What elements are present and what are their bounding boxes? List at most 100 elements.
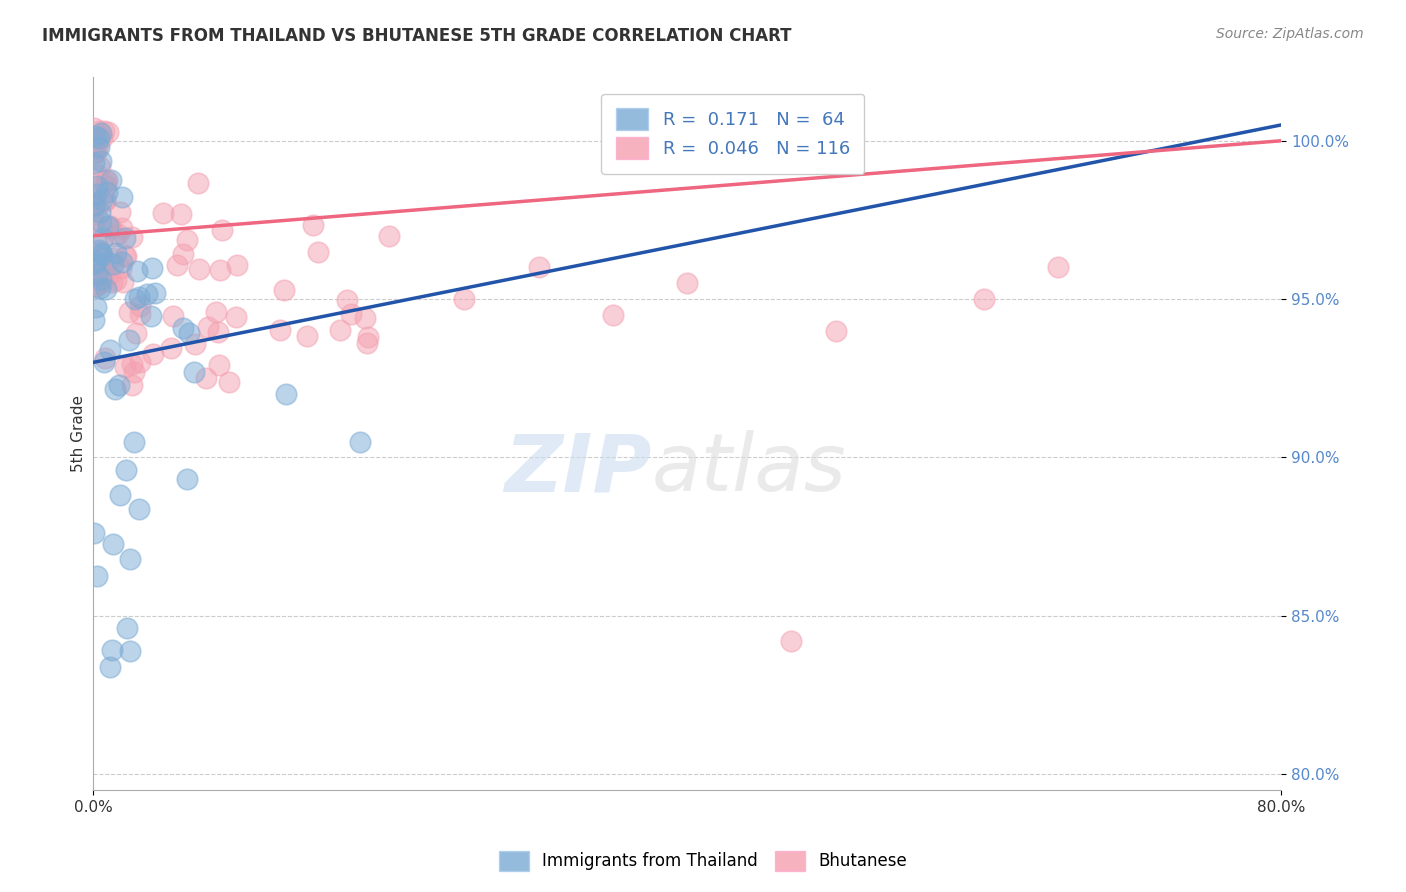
- Point: [84, 258, 107, 272]
- Point: [273, 283, 295, 297]
- Point: [135, 286, 157, 301]
- Point: [83, 216, 105, 230]
- Point: [90, 131, 112, 145]
- Point: [676, 277, 699, 291]
- Point: [125, 326, 148, 340]
- Point: [83, 156, 105, 170]
- Point: [91, 269, 114, 284]
- Point: [169, 207, 191, 221]
- Point: [307, 245, 329, 260]
- Point: [204, 305, 226, 319]
- Point: [357, 329, 380, 343]
- Point: [91, 231, 114, 245]
- Point: [86, 179, 108, 194]
- Point: [195, 371, 218, 385]
- Point: [108, 205, 131, 219]
- Point: [129, 307, 152, 321]
- Point: [114, 463, 136, 477]
- Point: [129, 300, 152, 314]
- Legend: R =  0.171   N =  64, R =  0.046   N = 116: R = 0.171 N = 64, R = 0.046 N = 116: [602, 94, 865, 174]
- Point: [83, 213, 105, 227]
- Point: [94, 351, 117, 366]
- Point: [84, 145, 107, 159]
- Point: [90, 246, 112, 260]
- Point: [83, 197, 105, 211]
- Point: [527, 260, 550, 275]
- Point: [187, 177, 209, 191]
- Point: [89, 204, 111, 219]
- Point: [336, 293, 359, 308]
- Point: [349, 434, 371, 449]
- Point: [152, 206, 174, 220]
- Point: [208, 358, 231, 372]
- Point: [90, 153, 112, 168]
- Point: [124, 292, 146, 306]
- Point: [100, 221, 122, 235]
- Point: [121, 377, 143, 392]
- Point: [211, 223, 233, 237]
- Y-axis label: 5th Grade: 5th Grade: [72, 395, 86, 472]
- Point: [108, 488, 131, 502]
- Point: [84, 254, 107, 268]
- Point: [329, 323, 352, 337]
- Point: [96, 178, 118, 193]
- Point: [172, 247, 194, 261]
- Point: [143, 285, 166, 300]
- Point: [115, 249, 138, 263]
- Point: [86, 267, 108, 281]
- Point: [118, 334, 141, 348]
- Point: [141, 260, 163, 275]
- Point: [184, 336, 207, 351]
- Point: [83, 312, 105, 326]
- Point: [172, 321, 194, 335]
- Point: [84, 273, 107, 287]
- Point: [973, 292, 995, 306]
- Point: [301, 218, 323, 232]
- Point: [118, 552, 141, 566]
- Point: [90, 245, 112, 260]
- Point: [87, 140, 110, 154]
- Point: [122, 434, 145, 449]
- Point: [114, 359, 136, 374]
- Point: [179, 326, 201, 340]
- Point: [111, 221, 134, 235]
- Point: [84, 300, 107, 314]
- Point: [98, 343, 121, 357]
- Point: [83, 195, 105, 210]
- Point: [100, 251, 122, 265]
- Point: [87, 124, 110, 138]
- Point: [101, 537, 124, 551]
- Point: [87, 266, 110, 280]
- Point: [86, 279, 108, 293]
- Point: [83, 257, 105, 271]
- Point: [118, 643, 141, 657]
- Point: [91, 268, 114, 283]
- Point: [91, 275, 114, 289]
- Point: [276, 387, 298, 401]
- Point: [356, 336, 378, 351]
- Point: [93, 355, 115, 369]
- Point: [121, 229, 143, 244]
- Point: [340, 307, 363, 321]
- Point: [87, 257, 110, 271]
- Point: [84, 186, 107, 201]
- Point: [89, 160, 111, 174]
- Text: IMMIGRANTS FROM THAILAND VS BHUTANESE 5TH GRADE CORRELATION CHART: IMMIGRANTS FROM THAILAND VS BHUTANESE 5T…: [42, 27, 792, 45]
- Point: [96, 282, 118, 296]
- Point: [162, 309, 184, 323]
- Point: [93, 193, 115, 207]
- Point: [108, 378, 131, 392]
- Point: [97, 125, 120, 139]
- Point: [83, 252, 105, 267]
- Point: [89, 281, 111, 295]
- Point: [86, 569, 108, 583]
- Point: [166, 258, 188, 272]
- Point: [93, 123, 115, 137]
- Point: [91, 248, 114, 262]
- Point: [1047, 260, 1070, 275]
- Point: [83, 199, 105, 213]
- Point: [104, 246, 127, 260]
- Point: [112, 275, 135, 289]
- Point: [86, 133, 108, 147]
- Text: Source: ZipAtlas.com: Source: ZipAtlas.com: [1216, 27, 1364, 41]
